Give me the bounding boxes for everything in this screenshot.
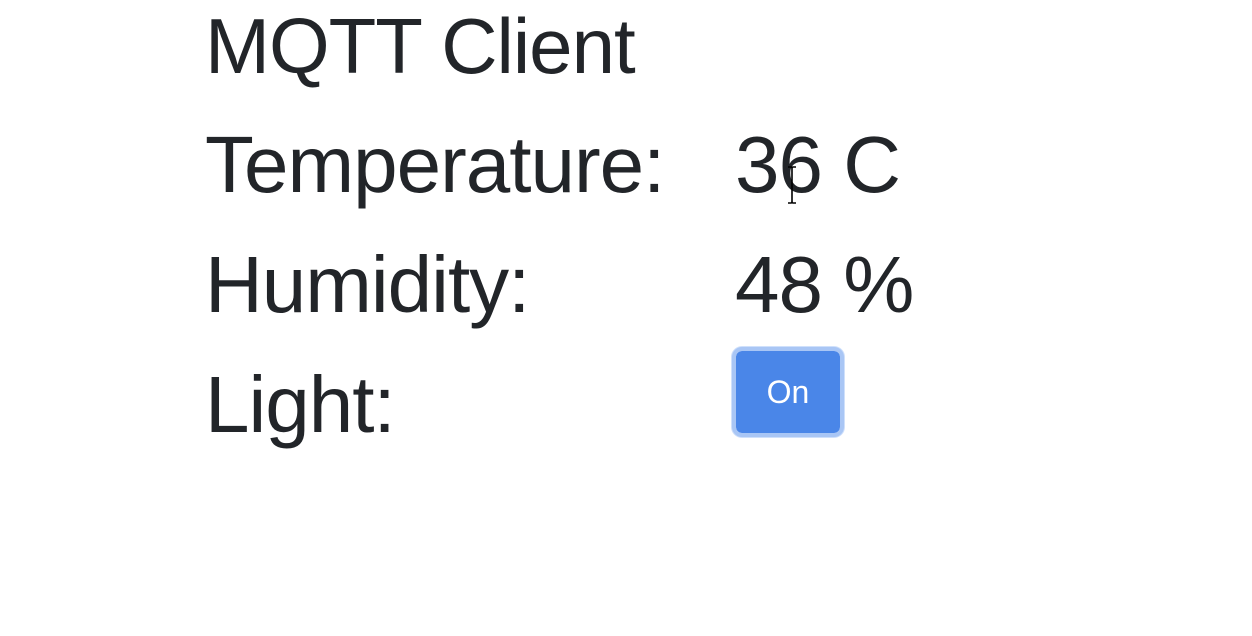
light-toggle-button-label: On <box>766 374 810 410</box>
temperature-row: Temperature: 36 C <box>205 120 1105 210</box>
humidity-label: Humidity: <box>205 240 530 329</box>
light-row: Light: On <box>205 347 1105 450</box>
light-label: Light: <box>205 360 396 449</box>
humidity-value: 48 % <box>735 240 914 329</box>
humidity-row: Humidity: 48 % <box>205 240 1105 330</box>
light-toggle-button[interactable]: On <box>732 347 844 437</box>
temperature-label: Temperature: <box>205 120 665 209</box>
page-title: MQTT Client <box>205 2 636 90</box>
temperature-value: 36 C <box>735 120 901 209</box>
